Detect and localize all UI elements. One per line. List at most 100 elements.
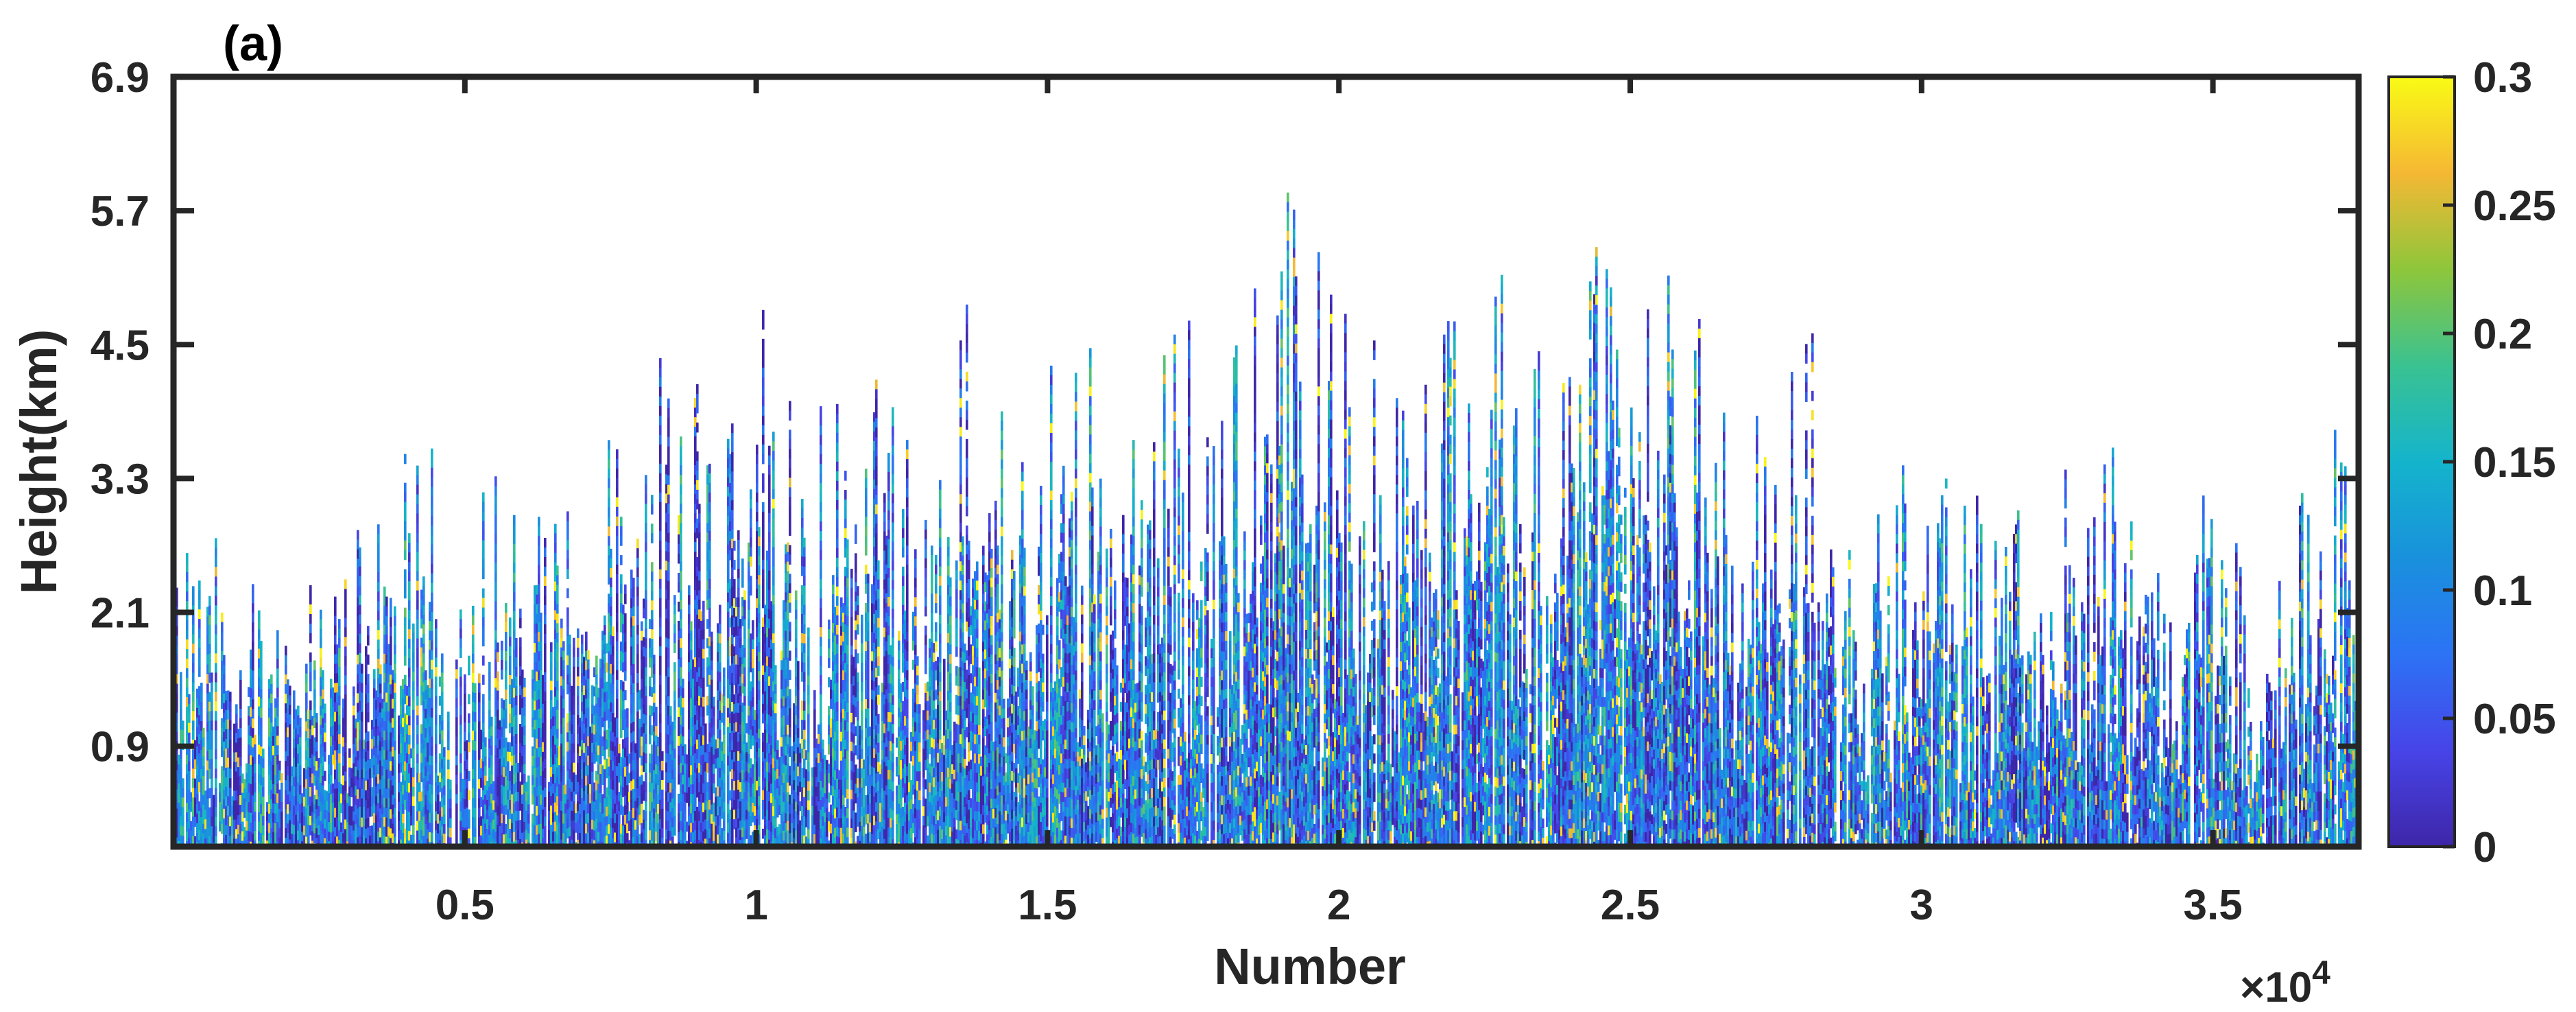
heatmap-cell [550, 690, 553, 701]
heatmap-cell [211, 768, 213, 779]
heatmap-cell [632, 587, 635, 598]
heatmap-cell [460, 667, 462, 677]
heatmap-cell [573, 744, 575, 754]
heatmap-cell [431, 526, 433, 536]
heatmap-cell [367, 674, 370, 684]
heatmap-cell [544, 740, 547, 750]
heatmap-cell [723, 677, 726, 687]
heatmap-cell [544, 596, 547, 606]
heatmap-cell [412, 758, 415, 768]
heatmap-cell [334, 597, 337, 607]
heatmap-cell [404, 646, 407, 657]
heatmap-cell [645, 830, 647, 840]
heatmap-cell [394, 808, 396, 819]
heatmap-cell [324, 704, 326, 714]
heatmap-cell [688, 595, 691, 605]
heatmap-cell [645, 484, 647, 495]
heatmap-cell [299, 727, 302, 738]
heatmap-cell [260, 670, 263, 680]
heatmap-cell [667, 447, 670, 457]
heatmap-cell [431, 727, 433, 738]
heatmap-cell [443, 757, 446, 767]
heatmap-cell [260, 641, 263, 651]
heatmap-cell [412, 729, 415, 740]
heatmap-cell [200, 711, 203, 722]
heatmap-cell [180, 681, 182, 692]
heatmap-cell [394, 751, 396, 761]
heatmap-cell [186, 582, 189, 592]
heatmap-cell [610, 558, 612, 569]
heatmap-cell [449, 799, 452, 810]
heatmap-cell [239, 709, 242, 719]
heatmap-cell [659, 579, 662, 589]
heatmap-cell [616, 728, 619, 738]
heatmap-cell [719, 672, 721, 683]
heatmap-cell [359, 644, 361, 654]
heatmap-cell [441, 720, 444, 731]
heatmap-cell [494, 534, 497, 544]
heatmap-cell [723, 821, 726, 832]
heatmap-cell [313, 699, 316, 709]
heatmap-cell [608, 507, 610, 517]
heatmap-cell [719, 682, 721, 692]
heatmap-cell [482, 589, 485, 599]
heatmap-cell [344, 598, 347, 609]
heatmap-cell [344, 608, 347, 618]
heatmap-cell [651, 533, 654, 543]
heatmap-cell [431, 612, 433, 622]
heatmap-cell [455, 832, 458, 843]
heatmap-cell [260, 660, 263, 670]
heatmap-cell [659, 694, 662, 705]
heatmap-cell [667, 495, 670, 505]
heatmap-cell [711, 680, 713, 690]
heatmap-cell [680, 542, 682, 552]
heatmap-cell [673, 614, 676, 624]
heatmap-cell [544, 807, 547, 817]
heatmap-cell [562, 670, 565, 680]
heatmap-cell [408, 696, 411, 707]
heatmap-cell [460, 753, 462, 764]
heatmap-cell [573, 725, 575, 735]
heatmap-cell [698, 561, 701, 572]
heatmap-cell [632, 607, 635, 617]
heatmap-cell [680, 465, 682, 475]
heatmap-cell [696, 490, 699, 500]
heatmap-cell [455, 688, 458, 698]
heatmap-cell [501, 660, 503, 670]
heatmap-cell [632, 597, 635, 607]
heatmap-cell [673, 595, 676, 605]
heatmap-cell [361, 693, 363, 703]
heatmap-cell [731, 452, 734, 462]
heatmap-cell [474, 818, 477, 828]
heatmap-cell [408, 725, 411, 736]
heatmap-cell [731, 443, 734, 453]
heatmap-cell [540, 651, 542, 661]
heatmap-cell [523, 764, 526, 775]
heatmap-cell [556, 681, 559, 691]
heatmap-cell [449, 780, 452, 790]
heatmap-cell [577, 676, 580, 687]
heatmap-cell [412, 624, 415, 634]
heatmap-cell [367, 741, 370, 751]
heatmap-cell [659, 637, 662, 647]
heatmap-cell [567, 607, 569, 617]
heatmap-cell [180, 672, 182, 682]
heatmap-cell [659, 608, 662, 618]
heatmap-cell [482, 637, 485, 647]
heatmap-cell [377, 601, 380, 611]
heatmap-cell [684, 802, 687, 812]
heatmap-cell [612, 655, 615, 666]
heatmap-cell [651, 610, 654, 620]
heatmap-cell [443, 766, 446, 777]
heatmap-cell [449, 790, 452, 800]
heatmap-cell [645, 494, 647, 504]
heatmap-cell [260, 737, 263, 747]
heatmap-cell [299, 746, 302, 757]
heatmap-cell [661, 819, 664, 829]
heatmap-cell [367, 703, 370, 713]
heatmap-cell [416, 668, 419, 678]
heatmap-cell [474, 770, 477, 780]
heatmap-cell [455, 717, 458, 727]
heatmap-cell [515, 744, 518, 754]
heatmap-cell [192, 672, 195, 683]
